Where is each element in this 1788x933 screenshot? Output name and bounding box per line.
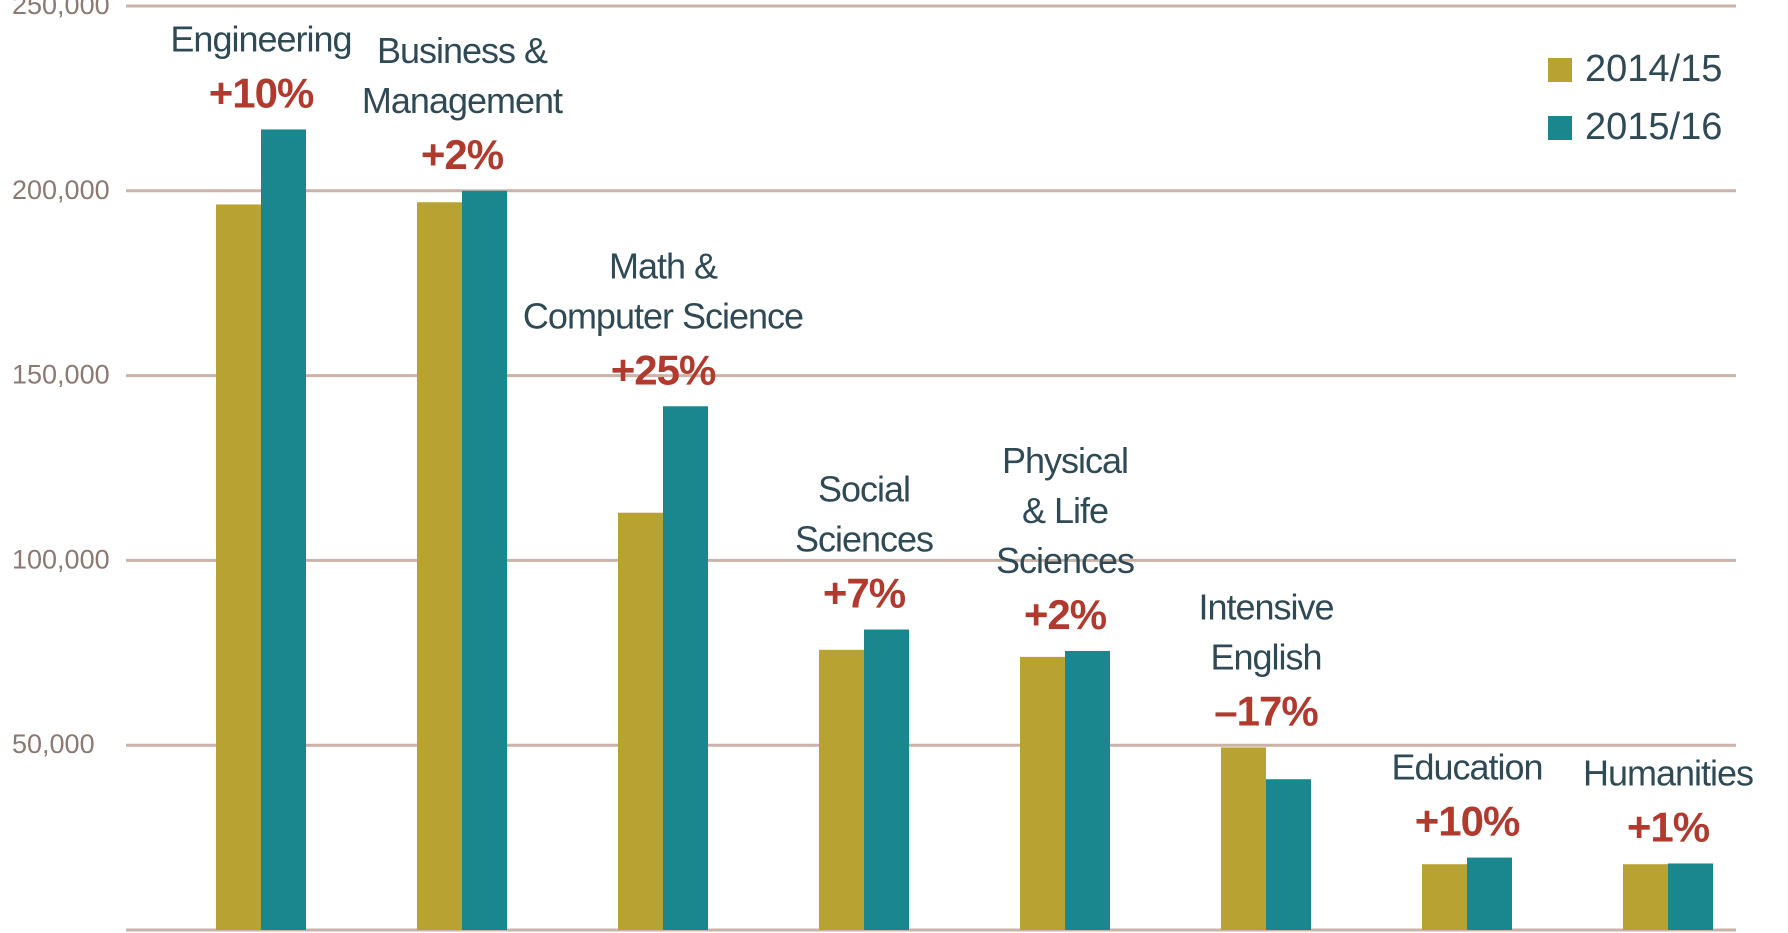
bar [1065, 650, 1110, 930]
y-tick-label: 150,000 [12, 360, 110, 390]
bar [417, 202, 462, 931]
change-label: +7% [823, 570, 906, 617]
bar [1020, 656, 1065, 930]
legend-label: 2015/16 [1585, 106, 1722, 148]
category-label: Physical & Life Sciences [996, 440, 1134, 581]
change-label: –17% [1214, 687, 1318, 734]
y-tick-label: 100,000 [12, 544, 110, 574]
bar [462, 190, 507, 931]
change-label: +25% [611, 346, 716, 393]
bar [663, 406, 708, 930]
bar [1221, 747, 1266, 930]
category-label: Business & Management [362, 30, 563, 121]
legend-swatch [1548, 116, 1572, 140]
bar [864, 629, 909, 930]
category-label: Intensive English [1198, 586, 1333, 677]
bar [1467, 857, 1512, 930]
bar [1266, 779, 1311, 930]
y-tick-label: 250,000 [12, 0, 110, 20]
bar [261, 129, 306, 930]
bar [1668, 863, 1713, 930]
change-label: +10% [209, 69, 314, 116]
bar [1623, 864, 1668, 930]
change-label: +10% [1415, 798, 1520, 845]
y-tick-label: 200,000 [12, 175, 110, 205]
bar [1422, 864, 1467, 930]
change-label: +2% [421, 131, 504, 178]
category-label: Engineering [170, 18, 351, 59]
category-label: Math & Computer Science [523, 245, 803, 336]
legend-label: 2014/15 [1585, 48, 1722, 90]
category-label: Education [1391, 747, 1542, 788]
y-tick-label: 50,000 [12, 729, 95, 759]
change-label: +1% [1627, 803, 1710, 850]
category-label: Humanities [1583, 752, 1753, 793]
bar [216, 204, 261, 930]
category-label: Social Sciences [795, 469, 933, 560]
change-label: +2% [1024, 591, 1107, 638]
bar [618, 512, 663, 930]
legend-swatch [1548, 58, 1572, 82]
bar [819, 649, 864, 930]
